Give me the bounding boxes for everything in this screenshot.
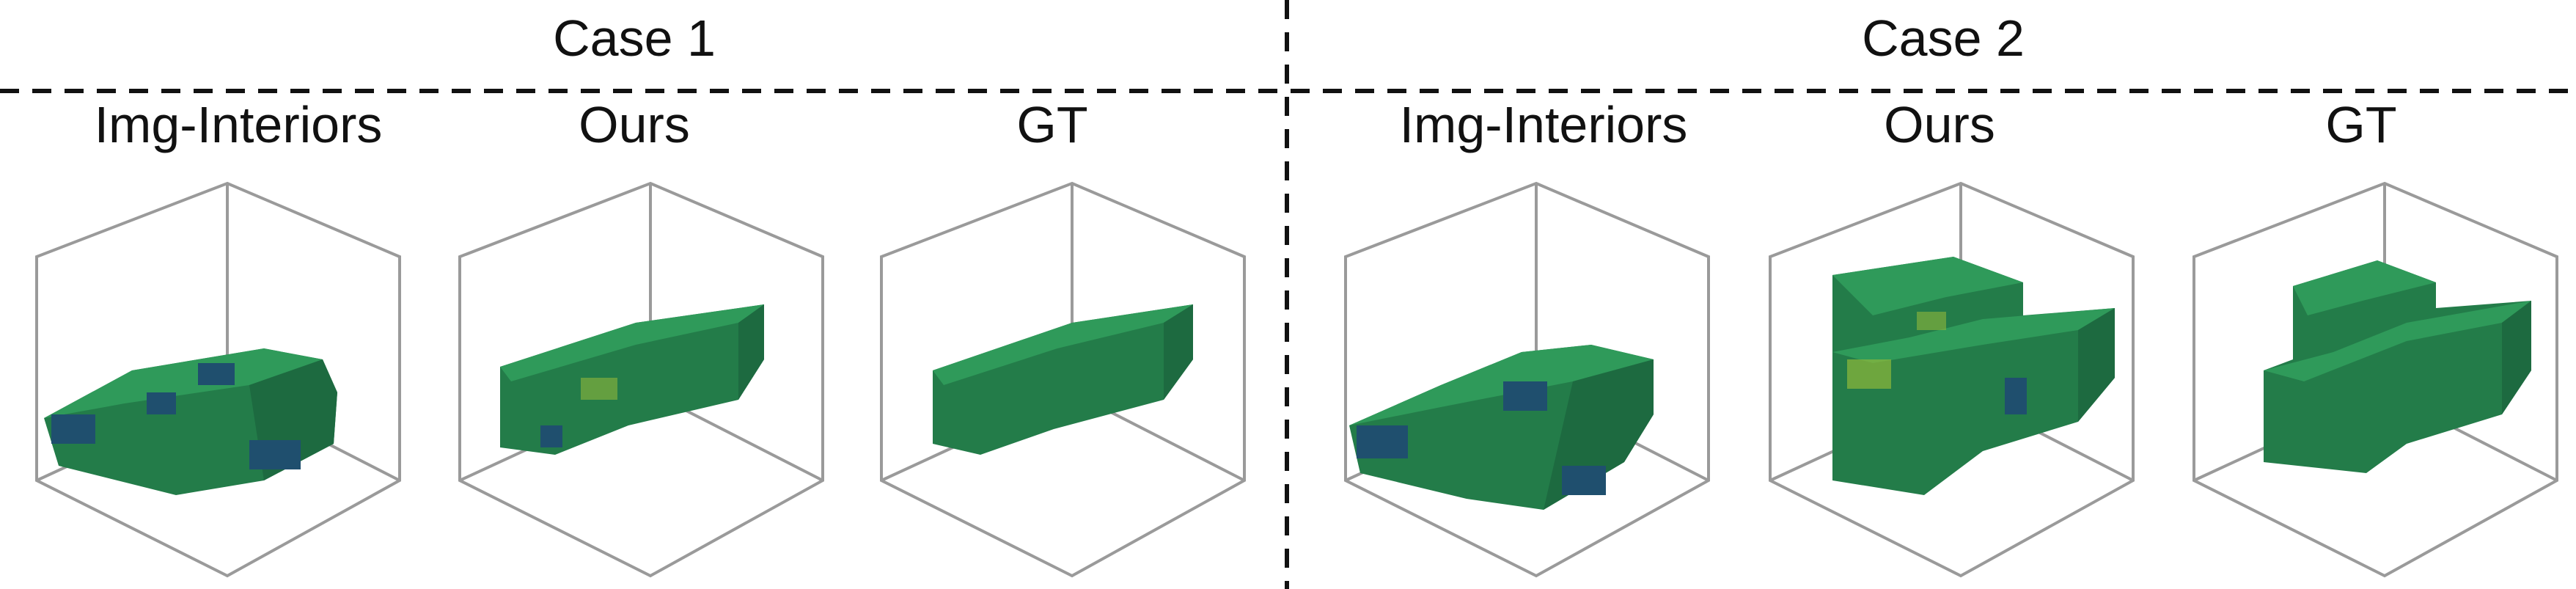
- case-1-img-interiors-render: [35, 181, 401, 578]
- case-2-col-ours: Ours: [1884, 96, 1995, 153]
- case-1-col-ours: Ours: [579, 96, 690, 153]
- case-2-col-img-interiors: Img-Interiors: [1399, 96, 1688, 153]
- voxel-shape: [2264, 260, 2531, 473]
- voxel-shape: [1349, 345, 1654, 510]
- case-1-gt-render: [880, 181, 1246, 578]
- voxel-shape: [933, 304, 1193, 455]
- case-1-col-gt: GT: [1016, 96, 1088, 153]
- case-2-gt-render: [2192, 181, 2558, 578]
- case-1-title: Case 1: [553, 10, 716, 67]
- case-1-ours-render: [458, 181, 824, 578]
- voxel-shape: [44, 348, 337, 495]
- case-2-col-gt: GT: [2325, 96, 2397, 153]
- case-2-img-interiors-render: [1344, 181, 1710, 578]
- case-1-col-img-interiors: Img-Interiors: [94, 96, 383, 153]
- voxel-shape: [1832, 257, 2115, 495]
- case-2-ours-render: [1769, 181, 2135, 578]
- voxel-shape: [500, 304, 764, 455]
- case-2-title: Case 2: [1862, 10, 2025, 67]
